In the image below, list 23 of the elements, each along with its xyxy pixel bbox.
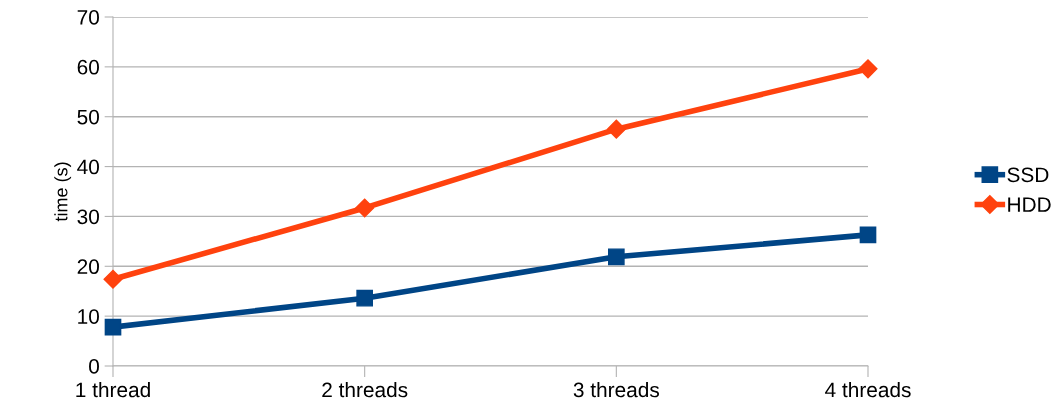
y-tick-label: 10 [78,309,99,324]
point [607,248,625,266]
y-tick-label: 60 [77,59,99,75]
x-tick-label: 2 threads [322,381,408,398]
x-tick-label: 4 threads [825,381,911,398]
legend-label: SSD [1007,167,1049,183]
point [606,119,626,139]
y-tick-label: 0 [89,359,99,374]
y-tick-label: 20 [77,259,99,275]
point [355,198,375,218]
y-tick-label: 70 [77,10,99,25]
y-tick-label: 30 [77,209,99,225]
point [858,59,878,79]
point [103,269,123,289]
y-tick-label: 40 [77,159,99,175]
point [104,318,122,336]
legend-label: HDD [1008,197,1051,212]
x-tick-label: 1 thread [76,381,150,398]
y-tick-label: 50 [77,109,99,125]
x-tick-label: 3 threads [573,381,660,398]
point [356,289,374,307]
point [859,226,877,244]
y-axis-title: time (s) [54,162,72,222]
